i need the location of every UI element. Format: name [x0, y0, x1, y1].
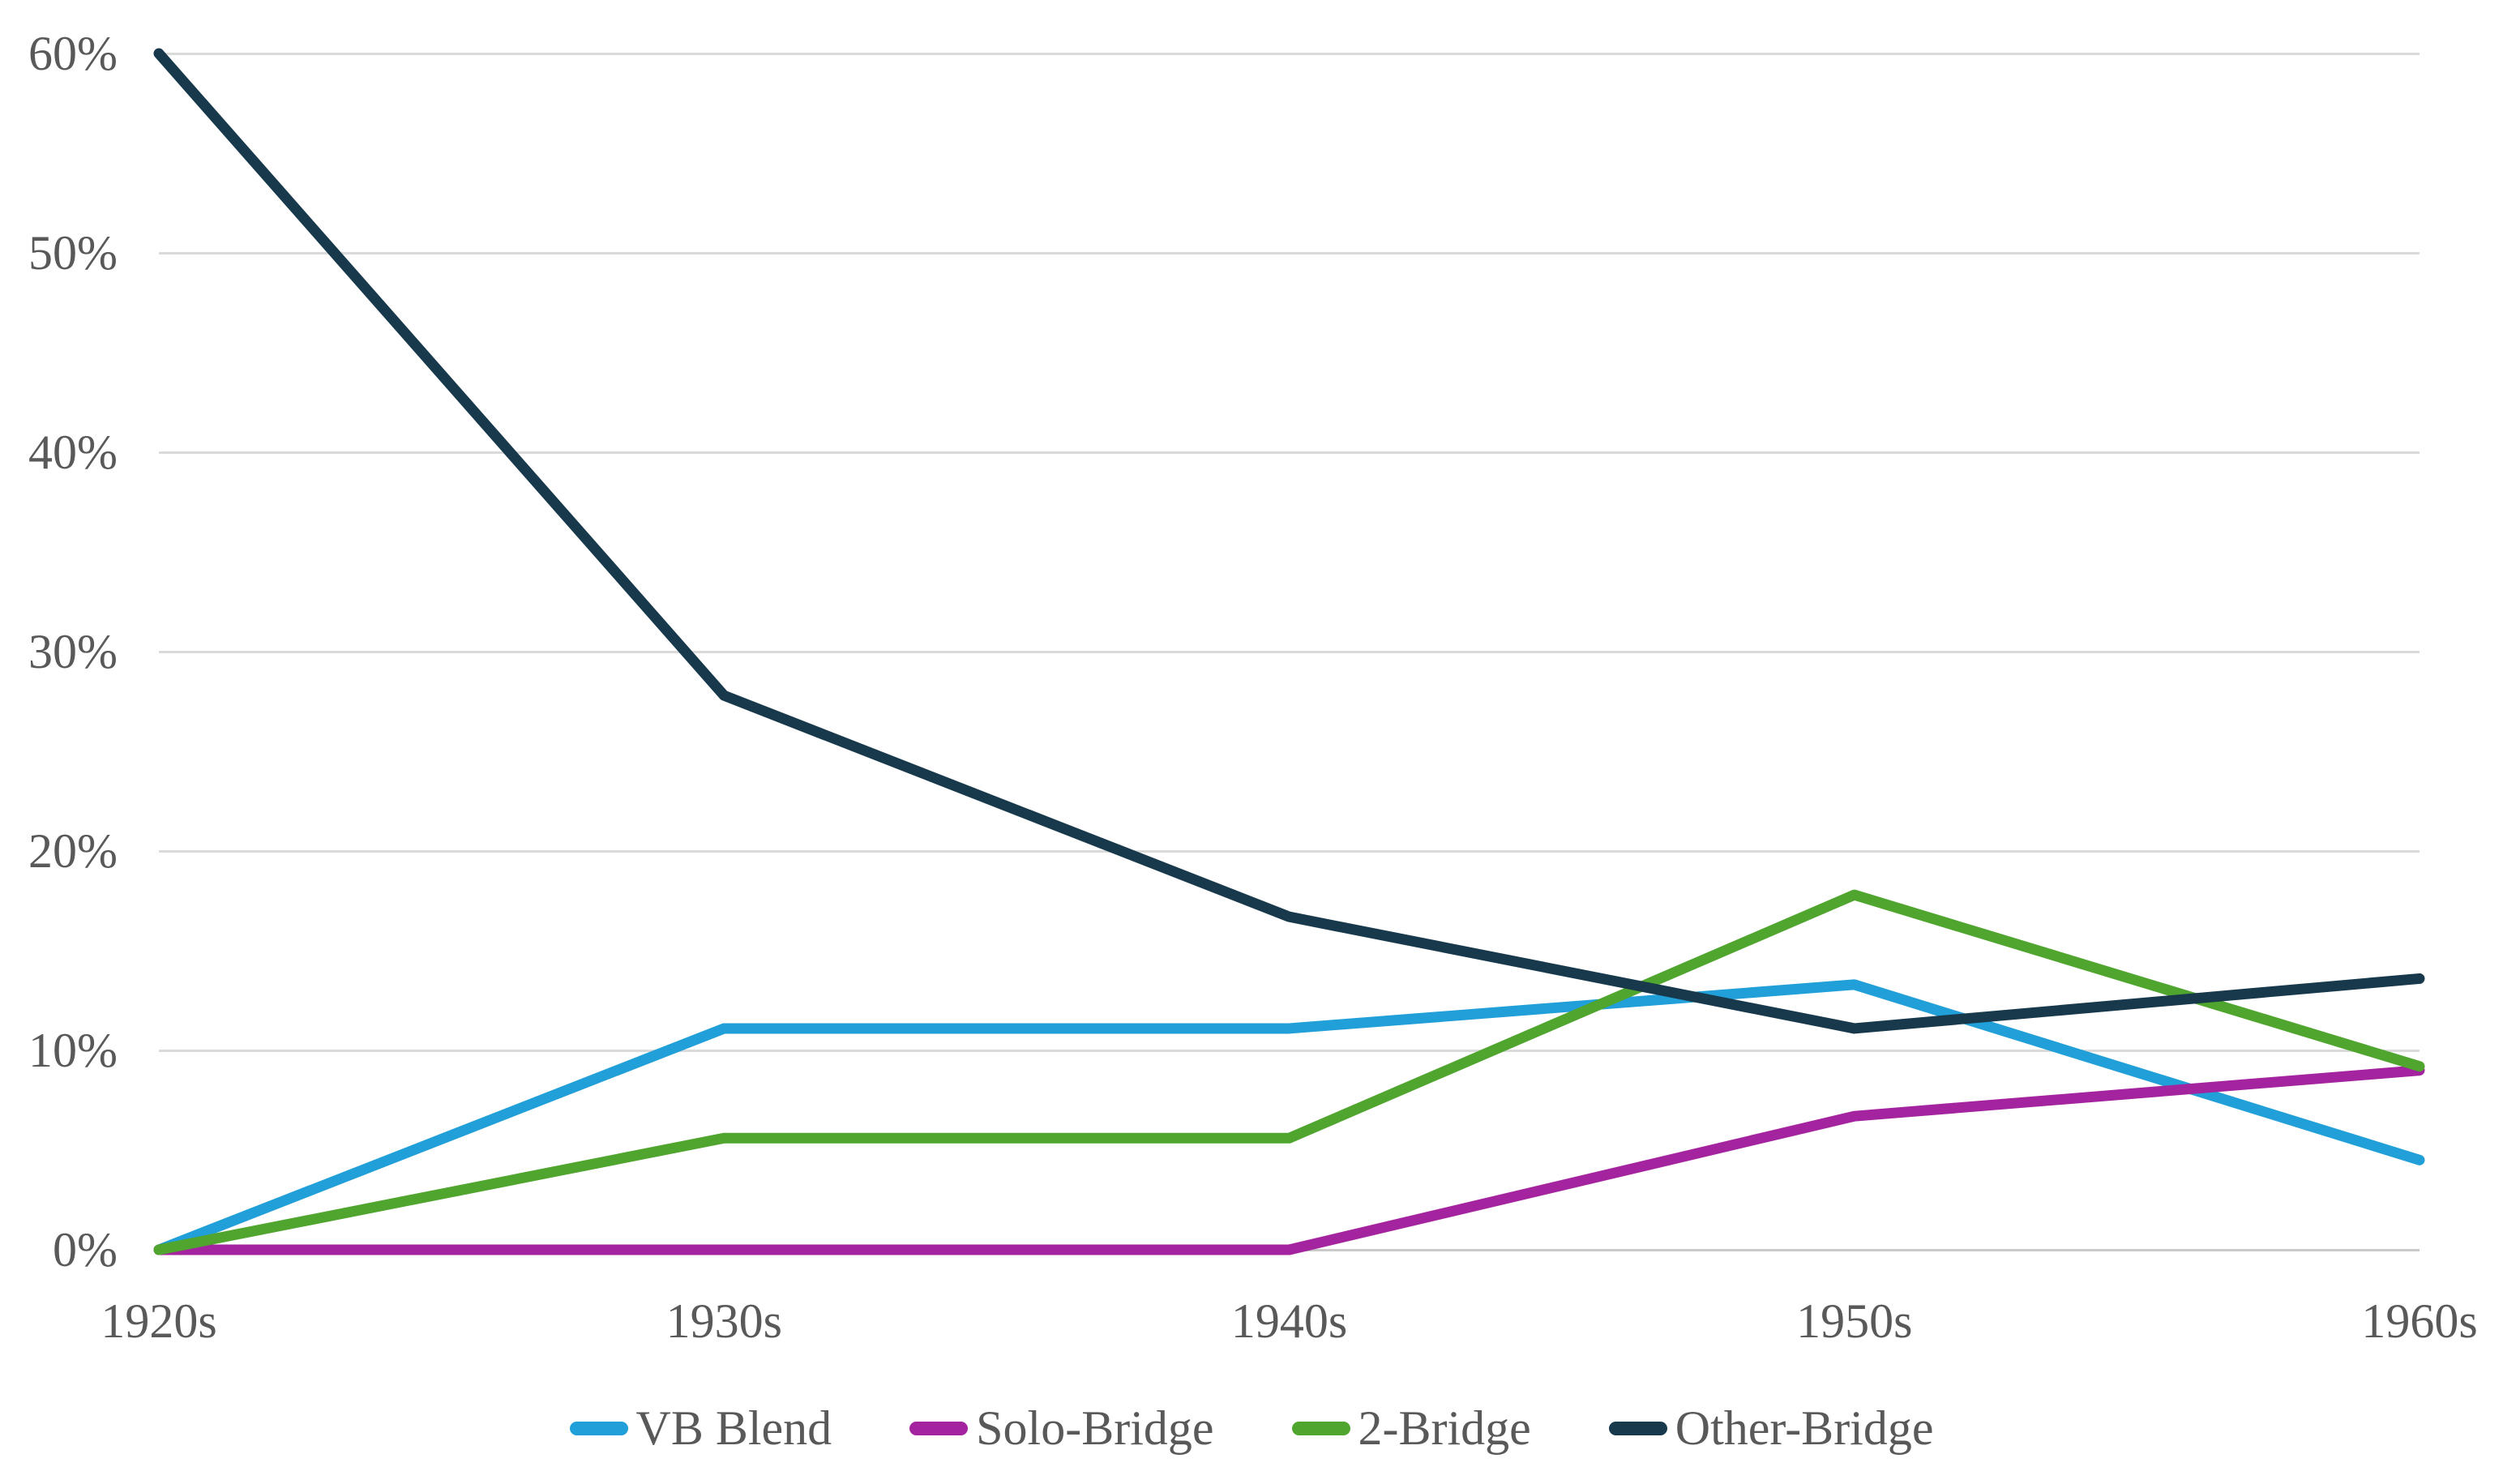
legend-swatch-icon	[569, 1421, 628, 1435]
legend-item-2-bridge: 2-Bridge	[1291, 1401, 1531, 1455]
x-tick-label: 1960s	[2361, 1294, 2478, 1348]
y-tick-label: 10%	[28, 1024, 118, 1077]
series-line-vb-blend	[153, 979, 2425, 1255]
gridline	[159, 650, 2420, 653]
y-tick-label: 0%	[53, 1223, 118, 1277]
gridline	[159, 52, 2420, 55]
y-tick-label: 50%	[28, 226, 118, 280]
legend-swatch-icon	[909, 1421, 969, 1435]
legend-label: Solo-Bridge	[976, 1401, 1214, 1455]
y-tick-label: 40%	[28, 426, 118, 479]
y-tick-label: 60%	[28, 27, 118, 80]
legend-item-vb-blend: VB Blend	[569, 1401, 832, 1455]
gridline	[159, 451, 2420, 454]
x-tick-label: 1950s	[1796, 1294, 1913, 1348]
gridline	[159, 849, 2420, 853]
x-tick-label: 1940s	[1230, 1294, 1348, 1348]
x-tick-label: 1930s	[665, 1294, 782, 1348]
legend-swatch-icon	[1608, 1421, 1667, 1435]
legend-label: VB Blend	[635, 1401, 832, 1455]
y-tick-label: 20%	[28, 824, 118, 878]
legend-label: 2-Bridge	[1358, 1401, 1531, 1455]
x-tick-label: 1920s	[101, 1294, 217, 1348]
legend: VB Blend Solo-Bridge 2-Bridge Other-Bridge	[0, 1391, 2503, 1465]
series-line-2-bridge	[153, 889, 2425, 1255]
gridline	[159, 251, 2420, 254]
series-line-other-bridge	[153, 48, 2425, 1034]
legend-item-solo-bridge: Solo-Bridge	[909, 1401, 1214, 1455]
legend-swatch-icon	[1291, 1421, 1350, 1435]
legend-item-other-bridge: Other-Bridge	[1608, 1401, 1934, 1455]
y-tick-label: 30%	[28, 625, 118, 678]
series-line-solo-bridge	[153, 1065, 2425, 1255]
gridline	[159, 1049, 2420, 1052]
legend-label: Other-Bridge	[1675, 1401, 1934, 1455]
